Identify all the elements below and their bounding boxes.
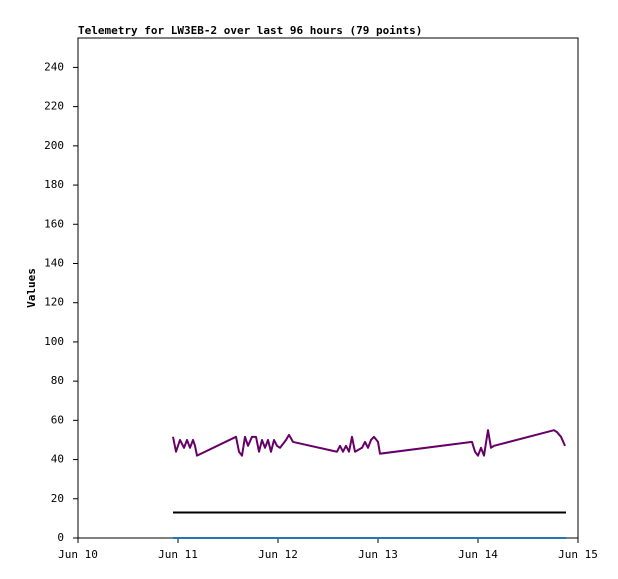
y-tick-label: 180 <box>44 178 64 191</box>
y-tick-label: 100 <box>44 335 64 348</box>
y-tick-label: 80 <box>51 374 64 387</box>
y-tick-label: 220 <box>44 100 64 113</box>
x-tick-label: Jun 10 <box>58 548 98 561</box>
x-tick-label: Jun 11 <box>158 548 198 561</box>
y-tick-label: 60 <box>51 413 64 426</box>
y-axis-label: Values <box>25 268 38 308</box>
x-tick-label: Jun 15 <box>558 548 598 561</box>
y-tick-label: 20 <box>51 492 64 505</box>
y-tick-label: 120 <box>44 296 64 309</box>
y-tick-label: 200 <box>44 139 64 152</box>
x-tick-label: Jun 14 <box>458 548 498 561</box>
series-line <box>172 429 566 457</box>
chart-title: Telemetry for LW3EB-2 over last 96 hours… <box>78 24 422 37</box>
x-tick-label: Jun 13 <box>358 548 398 561</box>
x-tick-label: Jun 12 <box>258 548 298 561</box>
y-tick-label: 40 <box>51 453 64 466</box>
plot-frame <box>77 37 579 539</box>
y-tick-label: 240 <box>44 60 64 73</box>
y-tick-label: 140 <box>44 256 64 269</box>
y-tick-label: 0 <box>57 531 64 544</box>
y-tick-label: 160 <box>44 217 64 230</box>
